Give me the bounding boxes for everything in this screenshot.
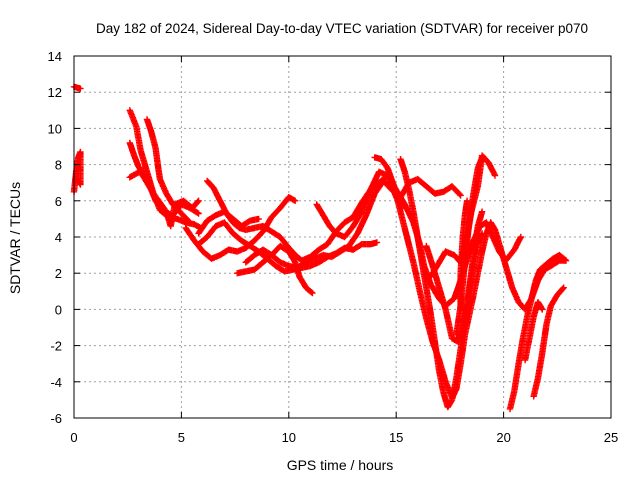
y-tick-label: 12: [48, 85, 62, 100]
x-tick-label: 5: [178, 430, 185, 445]
data-point-markers: [530, 284, 567, 400]
chart-title: Day 182 of 2024, Sidereal Day-to-day VTE…: [96, 21, 588, 36]
y-tick-label: 6: [55, 194, 62, 209]
y-tick-label: 2: [55, 266, 62, 281]
data-track: [521, 299, 546, 364]
data-track: [530, 284, 567, 400]
grid: [74, 56, 611, 418]
x-tick-label: 0: [70, 430, 77, 445]
data-track: [143, 116, 194, 226]
y-tick-label: 10: [48, 121, 62, 136]
y-tick-label: -2: [50, 339, 62, 354]
x-tick-label: 15: [389, 430, 403, 445]
x-tick-label: 25: [604, 430, 618, 445]
data-track: [506, 251, 570, 413]
data-point-markers: [521, 299, 546, 364]
data-point-markers: [143, 116, 194, 226]
data-marks: [70, 83, 570, 413]
y-tick-label: 8: [55, 158, 62, 173]
y-tick-label: -6: [50, 411, 62, 426]
data-point-markers: [126, 168, 202, 230]
data-point-markers: [195, 208, 262, 237]
y-tick-label: 14: [48, 49, 62, 64]
y-axis-label: SDTVAR / TECUs: [7, 182, 23, 294]
data-point-markers: [506, 251, 570, 413]
x-tick-label: 10: [282, 430, 296, 445]
data-point-markers: [457, 197, 471, 313]
data-track: [234, 242, 316, 297]
x-tick-label: 20: [496, 430, 510, 445]
data-track: [126, 168, 202, 230]
data-point-markers: [234, 242, 316, 297]
axis-ticks: 0 5 10 15 20 25 -6 -4 -2 0 2 4 6 8 10 12 14: [48, 49, 619, 445]
data-track: [195, 208, 262, 237]
y-tick-label: -4: [50, 375, 62, 390]
y-tick-label: 4: [55, 230, 62, 245]
data-track: [457, 197, 471, 313]
x-axis-label: GPS time / hours: [287, 457, 394, 473]
y-tick-label: 0: [55, 302, 62, 317]
